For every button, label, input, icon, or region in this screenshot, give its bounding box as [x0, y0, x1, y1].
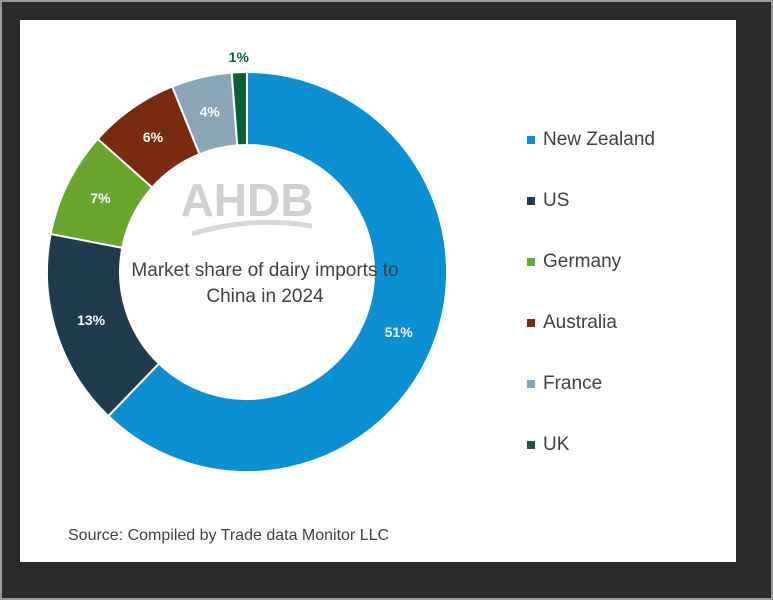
slice: [106, 70, 448, 473]
slice: [230, 70, 248, 147]
legend-label: France: [543, 373, 602, 394]
data-label: 4%: [200, 104, 221, 120]
data-label: 6%: [143, 129, 164, 145]
legend-swatch: [527, 258, 535, 266]
source: Source: Compiled by Trade data Monitor L…: [68, 527, 390, 544]
legend-swatch: [527, 197, 535, 205]
legend-swatch: [527, 319, 535, 327]
legend-label: US: [543, 190, 569, 211]
chart-title: Market share of dairy imports to China i…: [131, 260, 399, 307]
legend-swatch: [527, 441, 535, 449]
watermark: AHDB: [181, 174, 314, 226]
legend-swatch: [527, 136, 535, 144]
legend-label: UK: [543, 434, 570, 455]
data-label: 51%: [385, 324, 414, 340]
data-label: 7%: [90, 190, 111, 206]
chart: AHDB 51% 13% 7% 6% 4% 1% New Zealand US Germany A…: [46, 49, 655, 473]
panel: AHDB 51% 13% 7% 6% 4% 1% New Zealand US Germany A…: [20, 20, 736, 562]
legend-label: Australia: [543, 312, 617, 333]
data-label: 13%: [77, 312, 106, 328]
data-label: 1%: [229, 49, 250, 65]
watermark-swoosh: [191, 219, 313, 237]
legend-label: Germany: [543, 251, 622, 272]
legend-label: New Zealand: [543, 129, 655, 150]
legend-swatch: [527, 380, 535, 388]
